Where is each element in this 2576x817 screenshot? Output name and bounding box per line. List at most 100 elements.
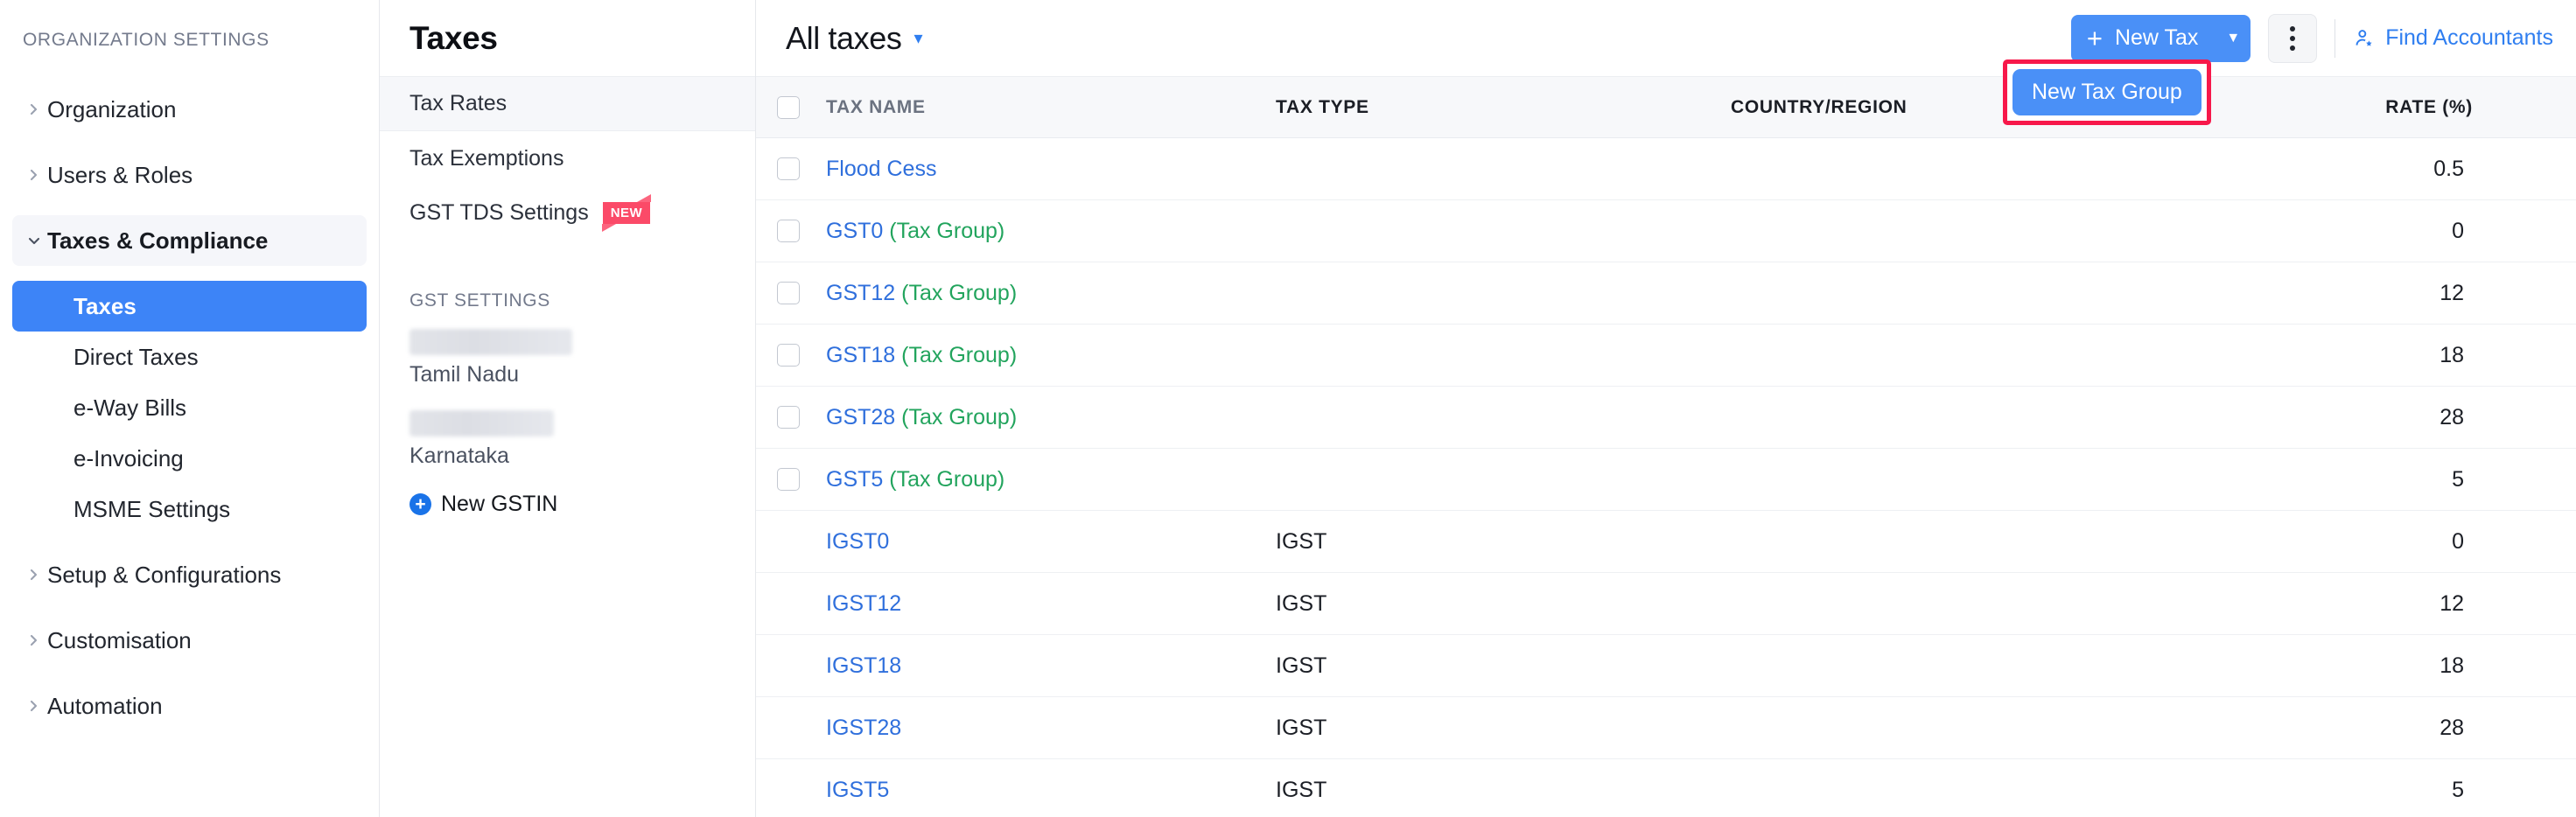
table-row[interactable]: IGST18 IGST 18 bbox=[756, 635, 2576, 697]
cell-tax-type: IGST bbox=[1276, 777, 1327, 802]
table-row[interactable]: GST0 (Tax Group) 0 bbox=[756, 200, 2576, 262]
cell-tax-type: IGST bbox=[1276, 715, 1327, 740]
table-row[interactable]: GST28 (Tax Group) 28 bbox=[756, 387, 2576, 449]
column-header-tax-type[interactable]: TAX TYPE bbox=[1276, 96, 1369, 117]
sidebar-item-customisation[interactable]: Customisation bbox=[12, 615, 367, 666]
table-row[interactable]: GST5 (Tax Group) 5 bbox=[756, 449, 2576, 511]
sidebar-item-taxes-compliance[interactable]: Taxes & Compliance bbox=[12, 215, 367, 266]
row-checkbox-cell[interactable] bbox=[756, 406, 821, 429]
new-badge: NEW bbox=[601, 193, 651, 232]
gstin-entry[interactable]: Karnataka bbox=[380, 410, 755, 469]
checkbox-icon[interactable] bbox=[777, 157, 800, 180]
sidebar-item-label: Automation bbox=[47, 692, 163, 719]
sidebar-item-automation[interactable]: Automation bbox=[12, 681, 367, 731]
column-header-tax-name[interactable]: TAX NAME bbox=[826, 96, 926, 117]
tax-name-link[interactable]: IGST28 bbox=[826, 715, 902, 740]
cell-rate: 18 bbox=[2440, 342, 2464, 367]
row-checkbox-cell[interactable] bbox=[756, 468, 821, 491]
new-tax-button[interactable]: + New Tax ▼ bbox=[2070, 14, 2251, 62]
caret-down-icon[interactable]: ▼ bbox=[2226, 30, 2241, 45]
cell-tax-type: IGST bbox=[1276, 528, 1327, 554]
cell-tax-name[interactable]: IGST18 bbox=[821, 653, 1276, 679]
taxes-table: TAX NAME TAX TYPE COUNTRY/REGION RATE (%… bbox=[756, 77, 2576, 817]
gstin-entry[interactable]: Tamil Nadu bbox=[380, 329, 755, 388]
column-header-country-region[interactable]: COUNTRY/REGION bbox=[1731, 96, 1908, 117]
panel-item-list: Tax Rates Tax Exemptions GST TDS Settings N… bbox=[380, 77, 755, 240]
cell-rate: 5 bbox=[2452, 466, 2464, 492]
row-checkbox-cell[interactable] bbox=[756, 282, 821, 304]
cell-tax-name[interactable]: GST18 (Tax Group) bbox=[821, 343, 1276, 368]
gstin-number-redacted bbox=[410, 329, 572, 355]
main-content: All taxes ▾ + New Tax ▼ bbox=[756, 0, 2576, 817]
sidebar-item-setup-configurations[interactable]: Setup & Configurations bbox=[12, 549, 367, 600]
select-all-cell[interactable] bbox=[756, 95, 821, 119]
nav-gap bbox=[0, 135, 379, 150]
gstin-list: Tamil Nadu Karnataka bbox=[380, 329, 755, 469]
panel-item-tax-rates[interactable]: Tax Rates bbox=[380, 77, 755, 131]
find-accountants-link[interactable]: Find Accountants bbox=[2353, 25, 2553, 51]
settings-sidebar: ORGANIZATION SETTINGS Organization Users … bbox=[0, 0, 380, 817]
cell-tax-name[interactable]: GST5 (Tax Group) bbox=[821, 467, 1276, 492]
sidebar-item-e-way-bills[interactable]: e-Way Bills bbox=[12, 382, 367, 433]
tax-name-link[interactable]: GST5 bbox=[826, 466, 884, 492]
checkbox-icon[interactable] bbox=[777, 95, 800, 119]
nav-gap bbox=[0, 266, 379, 281]
row-checkbox-cell[interactable] bbox=[756, 344, 821, 367]
tax-name-link[interactable]: IGST12 bbox=[826, 590, 902, 616]
table-row[interactable]: Flood Cess 0.5 bbox=[756, 138, 2576, 200]
cell-tax-name[interactable]: IGST0 bbox=[821, 529, 1276, 555]
checkbox-icon[interactable] bbox=[777, 344, 800, 367]
tax-name-link[interactable]: GST12 bbox=[826, 280, 896, 305]
sidebar-item-direct-taxes[interactable]: Direct Taxes bbox=[12, 332, 367, 382]
view-selector-dropdown[interactable]: All taxes ▾ bbox=[786, 20, 923, 57]
table-row[interactable]: IGST5 IGST 5 bbox=[756, 759, 2576, 817]
tax-name-link[interactable]: Flood Cess bbox=[826, 156, 937, 181]
tax-name-link[interactable]: IGST5 bbox=[826, 777, 890, 802]
cell-tax-name[interactable]: IGST12 bbox=[821, 591, 1276, 617]
checkbox-icon[interactable] bbox=[777, 220, 800, 242]
panel-item-tax-exemptions[interactable]: Tax Exemptions bbox=[380, 131, 755, 185]
table-row[interactable]: IGST12 IGST 12 bbox=[756, 573, 2576, 635]
checkbox-icon[interactable] bbox=[777, 468, 800, 491]
new-tax-label: New Tax bbox=[2114, 25, 2199, 50]
chevron-right-icon bbox=[21, 568, 47, 582]
table-row[interactable]: GST18 (Tax Group) 18 bbox=[756, 325, 2576, 387]
tax-group-label: (Tax Group) bbox=[889, 218, 1005, 243]
tax-name-link[interactable]: GST28 bbox=[826, 404, 896, 429]
cell-tax-name[interactable]: GST28 (Tax Group) bbox=[821, 405, 1276, 430]
more-vertical-icon[interactable] bbox=[2268, 13, 2318, 63]
chevron-down-icon bbox=[21, 234, 47, 247]
cell-tax-name[interactable]: GST12 (Tax Group) bbox=[821, 281, 1276, 306]
sidebar-item-msme-settings[interactable]: MSME Settings bbox=[12, 484, 367, 534]
panel-item-gst-tds-settings[interactable]: GST TDS Settings NEW bbox=[380, 185, 755, 240]
row-checkbox-cell[interactable] bbox=[756, 220, 821, 242]
table-row[interactable]: IGST0 IGST 0 bbox=[756, 511, 2576, 573]
chevron-right-icon bbox=[21, 699, 47, 713]
new-gstin-button[interactable]: + New GSTIN bbox=[380, 492, 755, 517]
sidebar-item-users-roles[interactable]: Users & Roles bbox=[12, 150, 367, 200]
column-header-rate[interactable]: RATE (%) bbox=[2385, 96, 2473, 117]
cell-tax-name[interactable]: IGST28 bbox=[821, 716, 1276, 741]
sidebar-item-label: MSME Settings bbox=[74, 495, 231, 522]
cell-tax-name[interactable]: Flood Cess bbox=[821, 157, 1276, 182]
cell-rate: 0 bbox=[2452, 218, 2464, 243]
panel-spacer bbox=[380, 240, 755, 290]
tax-name-link[interactable]: GST0 bbox=[826, 218, 884, 243]
cell-tax-name[interactable]: GST0 (Tax Group) bbox=[821, 219, 1276, 244]
sidebar-item-label: Users & Roles bbox=[47, 161, 193, 188]
checkbox-icon[interactable] bbox=[777, 282, 800, 304]
table-row[interactable]: IGST28 IGST 28 bbox=[756, 697, 2576, 759]
checkbox-icon[interactable] bbox=[777, 406, 800, 429]
row-checkbox-cell[interactable] bbox=[756, 157, 821, 180]
table-row[interactable]: GST12 (Tax Group) 12 bbox=[756, 262, 2576, 325]
cell-tax-name[interactable]: IGST5 bbox=[821, 778, 1276, 803]
tax-name-link[interactable]: IGST0 bbox=[826, 528, 890, 554]
sidebar-item-e-invoicing[interactable]: e-Invoicing bbox=[12, 433, 367, 484]
tax-name-link[interactable]: IGST18 bbox=[826, 653, 902, 678]
sidebar-item-taxes[interactable]: Taxes bbox=[12, 281, 367, 332]
new-tax-group-menu-item[interactable]: New Tax Group bbox=[2012, 69, 2202, 115]
tax-name-link[interactable]: GST18 bbox=[826, 342, 896, 367]
gstin-state-label: Tamil Nadu bbox=[410, 362, 520, 387]
cell-rate: 28 bbox=[2440, 404, 2464, 429]
sidebar-item-organization[interactable]: Organization bbox=[12, 84, 367, 135]
